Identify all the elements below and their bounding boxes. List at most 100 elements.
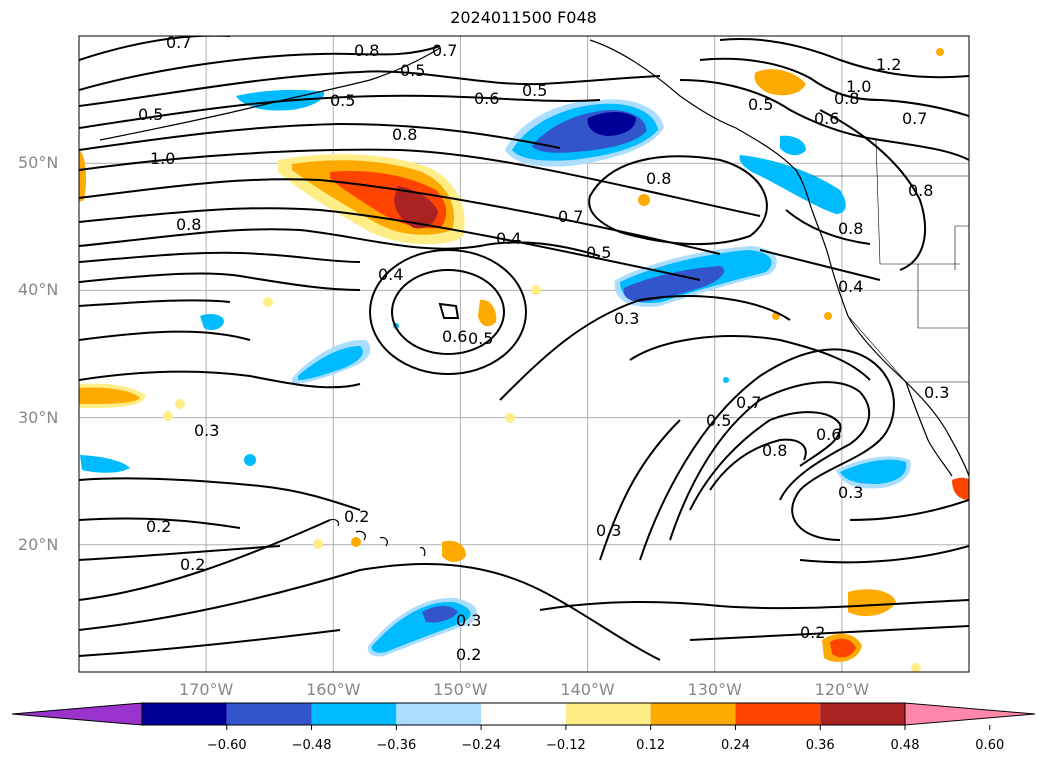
small-positive-dot [313,539,323,549]
baja-california [905,381,953,477]
contour-label: 0.6 [814,109,839,128]
colorbar-frame [141,702,906,726]
contour-label: 0.5 [748,95,773,114]
contour-label: 0.6 [442,327,467,346]
negative-anomaly-120w-inner [840,459,907,484]
colorbar-tick-label: −0.60 [206,738,247,753]
negative-anomaly-coast [739,155,846,214]
positive-anomaly-180w-inner [79,387,140,404]
latitude-tick-label: 20°N [18,534,59,554]
contour-label: 0.2 [800,623,825,642]
shaded-anomalies [79,48,969,672]
contour-label: 0.2 [146,517,171,536]
contour-label: 0.7 [166,33,191,52]
contour-label: 0.5 [330,91,355,110]
small-positive-dot [505,413,515,423]
contour-label: 0.8 [908,181,933,200]
colorbar-segment [650,703,736,725]
small-negative-dot [244,454,256,466]
colorbar-tick-label: 0.48 [890,738,920,753]
colorbar-segment [735,703,821,725]
colorbar-tick-label: 0.36 [805,738,835,753]
contour-label: 1.2 [876,55,901,74]
state-border-1 [875,139,960,265]
hawaii-islands [329,518,426,557]
contour-label: 0.4 [496,229,521,248]
colorbar-tick-label: 0.12 [636,738,666,753]
contour-label: 0.3 [596,521,621,540]
longitude-tick-label: 170°W [178,680,234,699]
contour-label: 0.3 [838,483,863,502]
british-columbia-coast [811,209,831,263]
contour-label: 0.7 [432,41,457,60]
small-positive-dot [531,285,541,295]
colorbar-tick-label: −0.24 [461,738,502,753]
contour-label: 0.3 [614,309,639,328]
contour-label: 0.2 [456,645,481,664]
colorbar-tick-label: 0.24 [720,738,750,753]
coastlines [99,39,969,557]
contour-label: 0.2 [344,507,369,526]
colorbar-segment [820,703,905,725]
colorbar-segment [226,703,312,725]
contour-label: 0.5 [522,81,547,100]
longitude-tick-label: 160°W [306,680,361,699]
contour-lines [79,36,969,661]
longitude-tick-label: 150°W [433,680,488,699]
small-negative-dot [723,377,729,383]
colorbar-tick-label: −0.48 [291,738,332,753]
contour-label: 1.0 [846,77,871,96]
colorbar-tick-label: 0.60 [975,738,1005,753]
contour-label: 0.5 [138,105,163,124]
contour-label: 0.8 [762,441,787,460]
colorbar [11,702,1036,730]
colorbar-tick-label: −0.12 [545,738,586,753]
contour-label: 0.7 [902,109,927,128]
positive-anomaly-124w-11n-core [830,638,856,658]
contour-label: 0.5 [706,411,731,430]
negative-anomaly-137w-core [587,112,636,136]
small-positive-dot [638,194,650,206]
small-positive-dot [351,537,361,547]
contour-label: 0.4 [378,265,403,284]
contour-label: 0.8 [354,41,379,60]
state-border-2 [917,264,969,329]
colorbar-segment [396,703,482,725]
positive-anomaly-160w-peak [394,186,438,229]
colorbar-segment [311,703,397,725]
contour-label: 0.4 [838,277,863,296]
contour-label: 0.8 [176,215,201,234]
latitude-tick-label: 40°N [18,280,59,300]
small-negative-dot [936,48,944,56]
longitude-tick-label: 120°W [814,680,870,699]
latitude-tick-label: 50°N [18,153,59,173]
positive-anomaly-148w-19n [442,540,466,562]
state-border-3 [847,315,969,383]
alaska-coast [589,39,813,211]
map-title: 2024011500 F048 [450,8,597,27]
positive-anomaly-edge-23n [952,477,969,500]
contour-label: 0.7 [736,393,761,412]
contour-labels: 0.7 0.8 0.7 0.5 0.5 0.5 0.6 0.5 0.8 1.0 … [138,33,949,664]
positive-anomaly-122w-15n [848,589,896,617]
positive-anomaly-edge-50n [79,150,87,202]
longitude-tick-label: 140°W [560,680,615,699]
negative-anomaly-158w-inner [298,346,363,380]
positive-anomaly-122w [754,69,806,96]
contour-label: 1.0 [150,149,175,168]
latitude-tick-label: 30°N [18,407,59,427]
contour-label: 0.8 [646,169,671,188]
negative-anomaly-coast-small [780,135,806,156]
contour-label: 0.3 [194,421,219,440]
contour-label: 0.2 [180,555,205,574]
contour-label: 0.5 [400,61,425,80]
negative-anomaly-130w-inner [623,266,724,302]
negative-anomaly-150w-core [422,606,458,623]
colorbar-segment [565,703,651,725]
negative-anomaly-170w [200,314,224,330]
contour-label: 0.7 [558,207,583,226]
contour-label: 0.8 [834,89,859,108]
plot-frame [78,35,970,673]
contour-label: 0.8 [838,219,863,238]
